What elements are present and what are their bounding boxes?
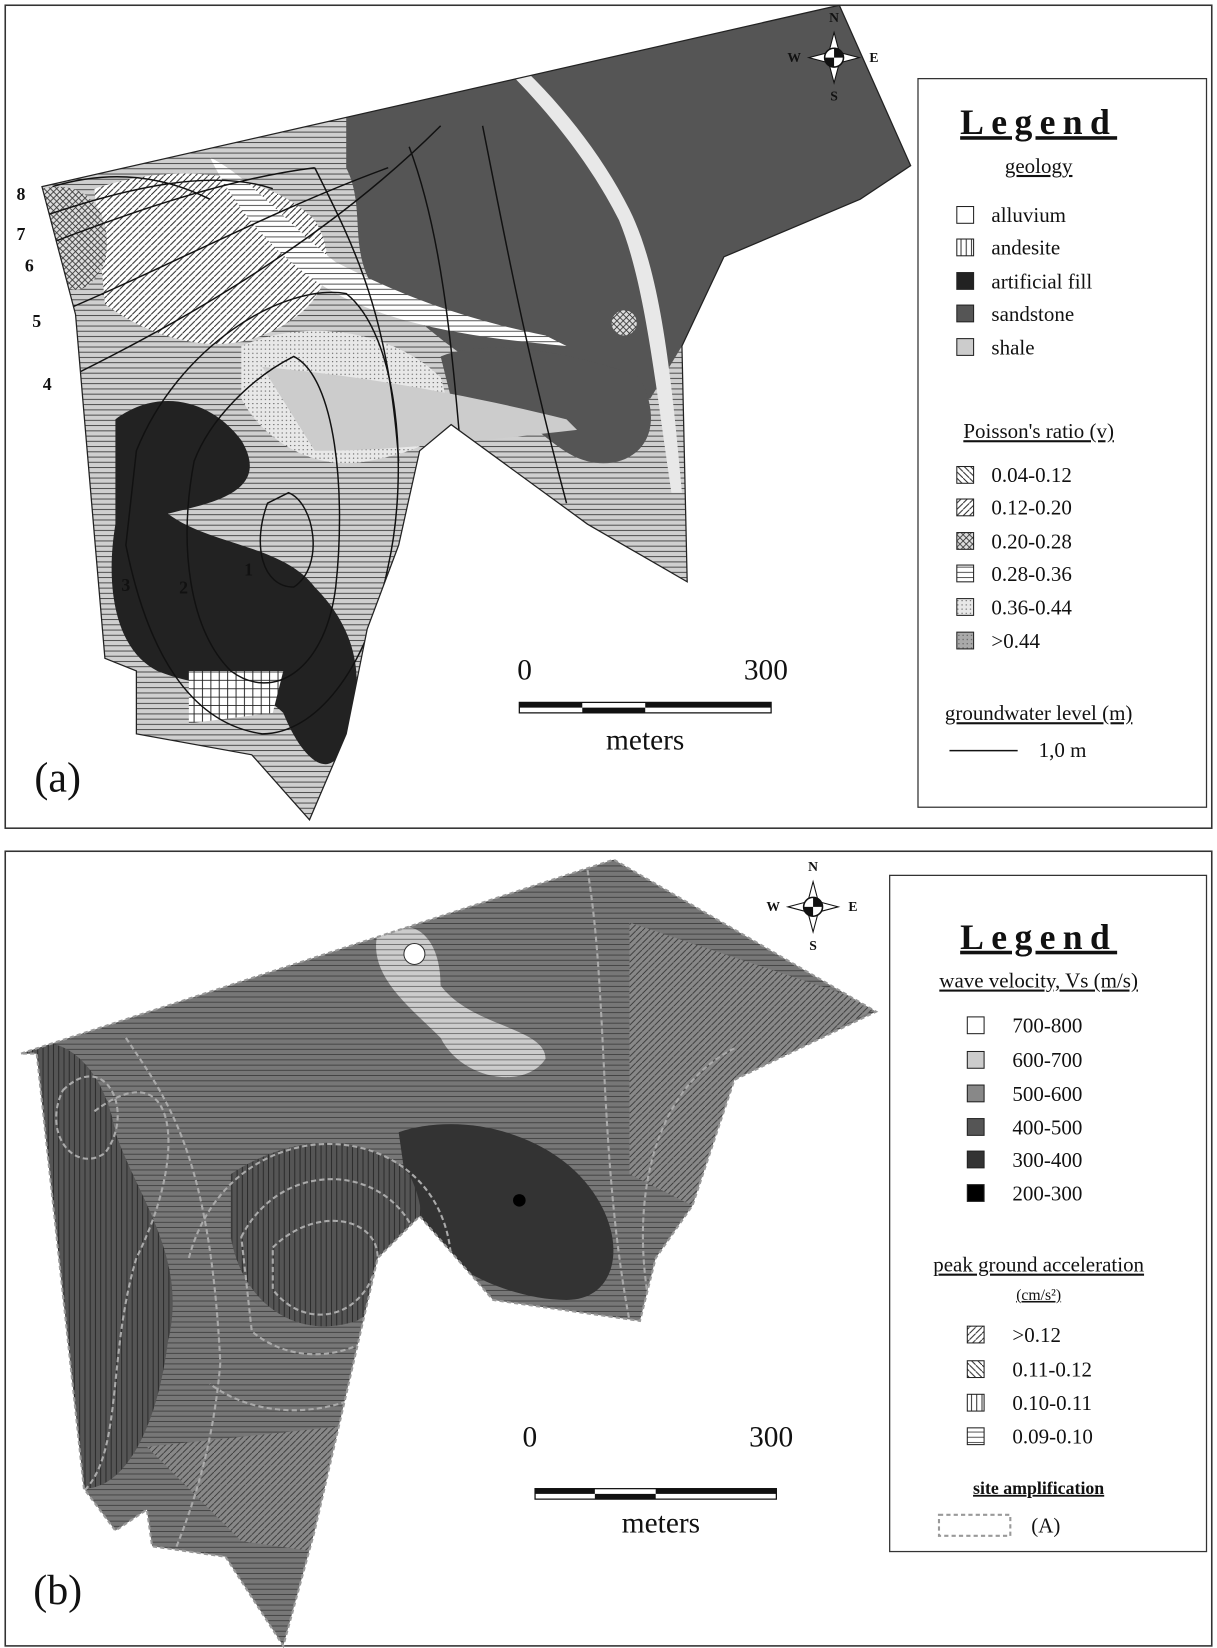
legend-item: 700-800 [1012, 1014, 1082, 1038]
legend-swatch [957, 599, 974, 616]
contour-label: 8 [17, 184, 26, 204]
legend-item: 600-700 [1012, 1048, 1082, 1072]
scale-end: 300 [749, 1422, 793, 1454]
compass-west: W [787, 50, 801, 65]
contour-label: 4 [43, 374, 52, 394]
legend-title: Legend [960, 102, 1117, 142]
contour-label: 2 [179, 577, 188, 597]
legend-swatch [957, 239, 974, 256]
legend-section-subtitle: (cm/s²) [1016, 1287, 1061, 1304]
contour-label: 6 [25, 255, 34, 275]
legend-swatch [967, 1428, 984, 1445]
velocity-region [513, 1194, 526, 1207]
legend-title: Legend [960, 917, 1117, 957]
legend-item: >0.12 [1012, 1323, 1061, 1347]
legend-swatch [967, 1185, 984, 1202]
legend-swatch [957, 207, 974, 224]
legend-section-title: geology [1005, 154, 1073, 178]
legend-item: (A) [1031, 1514, 1060, 1538]
compass-east: E [869, 50, 878, 65]
legend-item: alluvium [991, 203, 1066, 227]
compass-south: S [830, 89, 838, 104]
legend-item: artificial fill [991, 269, 1092, 293]
contour-label: 1 [244, 559, 253, 579]
scale-unit: meters [622, 1508, 700, 1540]
legend-swatch [967, 1017, 984, 1034]
legend-section-title: Poisson's ratio (v) [963, 419, 1114, 443]
legend-swatch [967, 1119, 984, 1136]
legend-item: 0.10-0.11 [1012, 1391, 1092, 1415]
legend-swatch [957, 499, 974, 516]
scale-bar [535, 1489, 776, 1499]
page: Geology and seismic maps {"panels": [ {"… [0, 0, 1217, 1648]
scale-unit: meters [606, 725, 684, 757]
legend-item: >0.44 [991, 629, 1040, 653]
velocity-region [404, 944, 425, 965]
legend-swatch [967, 1151, 984, 1168]
legend-item: sandstone [991, 302, 1074, 326]
compass-south: S [809, 938, 817, 953]
scale-bar-segment [582, 708, 645, 713]
compass-north: N [829, 10, 839, 25]
compass-east: E [848, 899, 857, 914]
legend-swatch [967, 1051, 984, 1068]
legend-swatch [957, 533, 974, 550]
body: (a) N S W E 8 7 6 5 4 3 2 1 0 300 meters Legend geology al… [0, 0, 1217, 1648]
legend-section-title: peak ground acceleration [933, 1253, 1144, 1277]
poisson-region [612, 310, 637, 335]
legend-item: 1,0 m [1039, 738, 1087, 762]
scale-bar-segment [656, 1489, 777, 1494]
legend-item: 0.28-0.36 [991, 562, 1071, 586]
legend-item: 400-500 [1012, 1115, 1082, 1139]
legend-section-title: groundwater level (m) [945, 701, 1133, 725]
legend-swatch [967, 1326, 984, 1343]
scale-bar-segment [595, 1494, 656, 1499]
legend-section-title: site amplification [973, 1478, 1104, 1498]
legend-item: 500-600 [1012, 1082, 1082, 1106]
compass-west: W [766, 899, 780, 914]
legend-swatch [967, 1085, 984, 1102]
legend-swatch [957, 273, 974, 290]
legend-item: 0.04-0.12 [991, 463, 1071, 487]
contour-label: 5 [32, 311, 41, 331]
legend-swatch [957, 467, 974, 484]
legend-item: 200-300 [1012, 1181, 1082, 1205]
legend-item: 0.11-0.12 [1012, 1357, 1092, 1381]
legend-item: 0.12-0.20 [991, 496, 1071, 520]
panel-label: (b) [33, 1568, 82, 1614]
legend-swatch [967, 1361, 984, 1378]
legend-swatch [957, 632, 974, 649]
legend-swatch [957, 339, 974, 356]
legend-item: 0.20-0.28 [991, 529, 1071, 553]
scale-start: 0 [522, 1422, 537, 1454]
contour-label: 7 [17, 224, 26, 244]
figure: (a) N S W E 8 7 6 5 4 3 2 1 0 300 meters Legend geology al… [0, 0, 1217, 1648]
legend-swatch [967, 1394, 984, 1411]
legend-item: andesite [991, 236, 1060, 260]
legend-swatch [957, 305, 974, 322]
scale-bar-segment [645, 702, 771, 707]
legend-item: 0.09-0.10 [1012, 1425, 1092, 1449]
panel-label: (a) [34, 756, 81, 802]
scale-bar [519, 702, 771, 712]
legend-swatch [957, 565, 974, 582]
scale-bar-segment [535, 1489, 595, 1494]
scale-bar-segment [519, 702, 582, 707]
legend-item: 300-400 [1012, 1148, 1082, 1172]
scale-end: 300 [744, 654, 788, 686]
compass-north: N [808, 859, 818, 874]
contour-label: 3 [121, 575, 130, 595]
legend-section-title: wave velocity, Vs (m/s) [939, 969, 1138, 993]
scale-start: 0 [517, 654, 532, 686]
legend-item: shale [991, 335, 1034, 359]
legend-item: 0.36-0.44 [991, 595, 1072, 619]
